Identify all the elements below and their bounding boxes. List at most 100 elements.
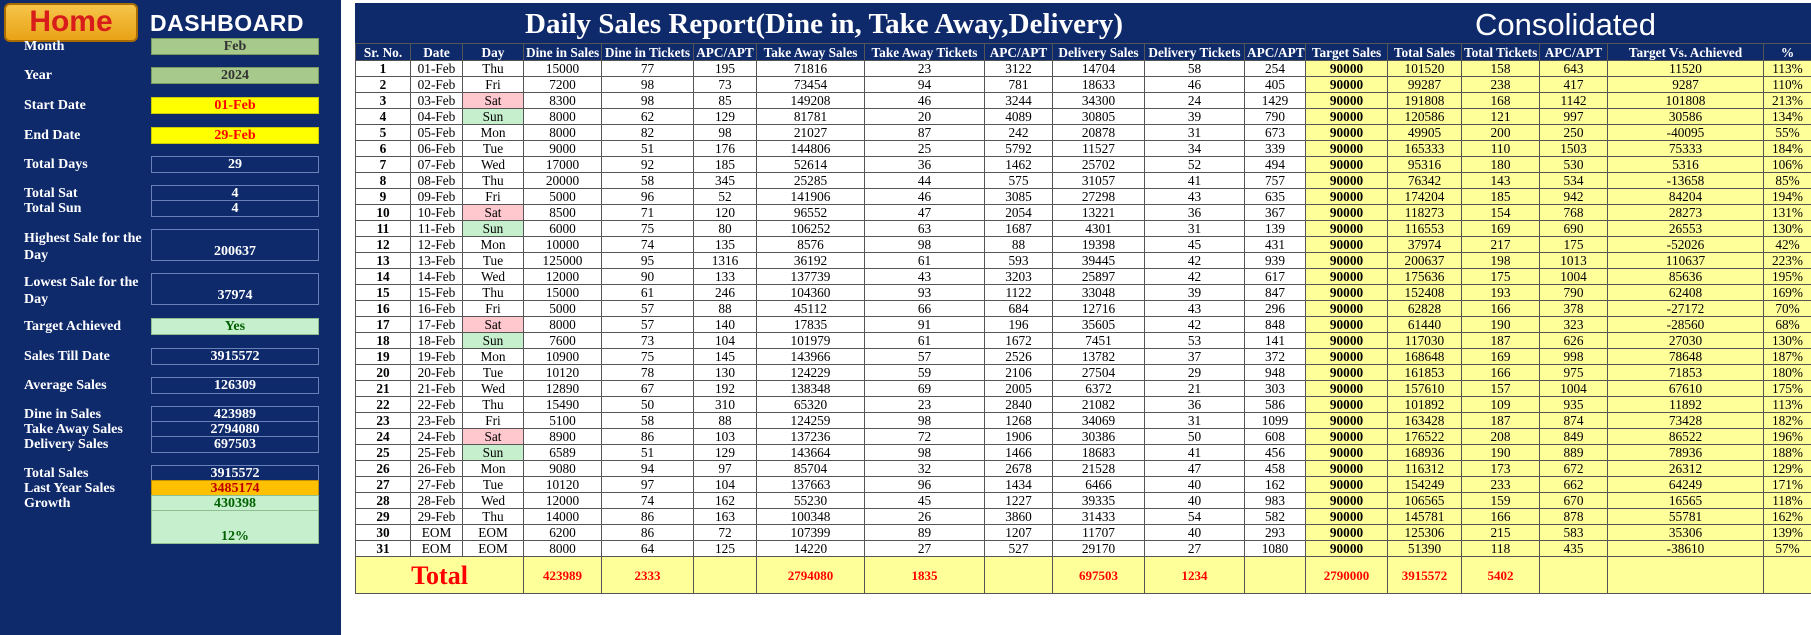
table-cell[interactable]: 180 [1461, 156, 1540, 173]
table-cell[interactable]: 635 [1244, 188, 1306, 205]
table-cell[interactable]: 4089 [984, 108, 1053, 125]
table-cell[interactable]: 166 [1461, 300, 1540, 317]
table-cell[interactable]: 73 [601, 332, 694, 349]
table-cell[interactable]: 998 [1539, 348, 1608, 365]
table-cell[interactable]: 18-Feb [410, 332, 463, 349]
table-cell[interactable]: 8500 [523, 204, 602, 221]
table-cell[interactable]: 90000 [1305, 76, 1388, 93]
table-cell[interactable]: 04-Feb [410, 108, 463, 125]
table-cell[interactable]: 367 [1244, 204, 1306, 221]
table-cell[interactable]: 20878 [1052, 124, 1145, 141]
table-cell[interactable]: 6200 [523, 524, 602, 541]
table-cell[interactable]: 1316 [693, 252, 757, 269]
table-cell[interactable]: 191808 [1387, 92, 1462, 109]
table-cell[interactable]: 41 [1144, 444, 1245, 461]
table-cell[interactable]: 113% [1763, 396, 1811, 413]
table-cell[interactable]: 12000 [523, 268, 602, 285]
table-cell[interactable]: 3122 [984, 60, 1053, 77]
table-cell[interactable]: 94 [601, 460, 694, 477]
table-cell[interactable]: 98 [864, 236, 985, 253]
table-cell[interactable]: 21-Feb [410, 380, 463, 397]
table-cell[interactable]: 25-Feb [410, 444, 463, 461]
table-cell[interactable]: 15000 [523, 60, 602, 77]
table-cell[interactable]: -27172 [1607, 300, 1764, 317]
table-cell[interactable]: 137739 [756, 268, 865, 285]
table-cell[interactable]: 29 [355, 508, 411, 525]
table-cell[interactable]: 29-Feb [410, 508, 463, 525]
table-cell[interactable]: 193 [1461, 284, 1540, 301]
table-cell[interactable]: 11527 [1052, 140, 1145, 157]
table-cell[interactable]: 07-Feb [410, 156, 463, 173]
table-cell[interactable]: 71 [601, 204, 694, 221]
table-cell[interactable]: 10-Feb [410, 204, 463, 221]
table-cell[interactable]: 166 [1461, 508, 1540, 525]
table-cell[interactable]: 242 [984, 124, 1053, 141]
table-cell[interactable]: 1099 [1244, 412, 1306, 429]
table-cell[interactable]: 45 [864, 492, 985, 509]
table-cell[interactable]: 878 [1539, 508, 1608, 525]
table-cell[interactable]: 69 [864, 380, 985, 397]
table-cell[interactable]: 31 [355, 540, 411, 557]
table-cell[interactable]: Wed [462, 492, 524, 509]
table-cell[interactable]: 141906 [756, 188, 865, 205]
table-cell[interactable]: 30805 [1052, 108, 1145, 125]
table-cell[interactable]: 129 [693, 108, 757, 125]
table-cell[interactable]: 23 [864, 396, 985, 413]
table-cell[interactable]: 62828 [1387, 300, 1462, 317]
table-cell[interactable]: 97 [601, 476, 694, 493]
table-cell[interactable]: 66 [864, 300, 985, 317]
table-cell[interactable]: 135 [693, 236, 757, 253]
table-cell[interactable]: 2 [355, 76, 411, 93]
table-cell[interactable]: 21082 [1052, 396, 1145, 413]
table-cell[interactable]: 431 [1244, 236, 1306, 253]
table-cell[interactable]: 129 [693, 444, 757, 461]
table-cell[interactable]: 5 [355, 124, 411, 141]
table-cell[interactable]: 51390 [1387, 540, 1462, 557]
table-cell[interactable]: 46 [864, 92, 985, 109]
table-cell[interactable]: 01-Feb [410, 60, 463, 77]
table-cell[interactable]: 42 [1144, 316, 1245, 333]
table-cell[interactable]: 55% [1763, 124, 1811, 141]
table-cell[interactable]: 103 [693, 428, 757, 445]
table-cell[interactable]: 90000 [1305, 172, 1388, 189]
table-cell[interactable]: Mon [462, 124, 524, 141]
table-cell[interactable]: Mon [462, 460, 524, 477]
table-cell[interactable]: 96 [864, 476, 985, 493]
table-cell[interactable]: 215 [1461, 524, 1540, 541]
table-cell[interactable]: 23 [355, 412, 411, 429]
table-cell[interactable]: Fri [462, 300, 524, 317]
table-cell[interactable]: 40 [1144, 492, 1245, 509]
table-cell[interactable]: 157 [1461, 380, 1540, 397]
table-cell[interactable]: 165333 [1387, 140, 1462, 157]
table-cell[interactable]: 14704 [1052, 60, 1145, 77]
table-cell[interactable]: 28273 [1607, 204, 1764, 221]
table-cell[interactable]: 187% [1763, 348, 1811, 365]
table-cell[interactable]: 95316 [1387, 156, 1462, 173]
table-cell[interactable]: 997 [1539, 108, 1608, 125]
table-cell[interactable]: 51 [601, 140, 694, 157]
table-cell[interactable]: 185 [693, 156, 757, 173]
table-cell[interactable]: 88 [693, 300, 757, 317]
table-cell[interactable]: Wed [462, 268, 524, 285]
table-cell[interactable]: 06-Feb [410, 140, 463, 157]
table-cell[interactable]: 30 [355, 524, 411, 541]
table-cell[interactable]: 192 [693, 380, 757, 397]
table-cell[interactable]: 130 [693, 364, 757, 381]
table-cell[interactable]: 57 [864, 348, 985, 365]
table-cell[interactable]: 143 [1461, 172, 1540, 189]
table-cell[interactable]: 8000 [523, 108, 602, 125]
table-cell[interactable]: 34300 [1052, 92, 1145, 109]
table-cell[interactable]: 37974 [1387, 236, 1462, 253]
table-cell[interactable]: 05-Feb [410, 124, 463, 141]
table-cell[interactable]: 169% [1763, 284, 1811, 301]
table-cell[interactable]: 17835 [756, 316, 865, 333]
table-cell[interactable]: 5000 [523, 300, 602, 317]
table-cell[interactable]: 130% [1763, 220, 1811, 237]
table-cell[interactable]: 24 [1144, 92, 1245, 109]
table-cell[interactable]: 58 [1144, 60, 1245, 77]
table-cell[interactable]: 4 [355, 108, 411, 125]
table-cell[interactable]: 246 [693, 284, 757, 301]
table-cell[interactable]: Sun [462, 332, 524, 349]
table-cell[interactable]: 2526 [984, 348, 1053, 365]
table-cell[interactable]: 4301 [1052, 220, 1145, 237]
